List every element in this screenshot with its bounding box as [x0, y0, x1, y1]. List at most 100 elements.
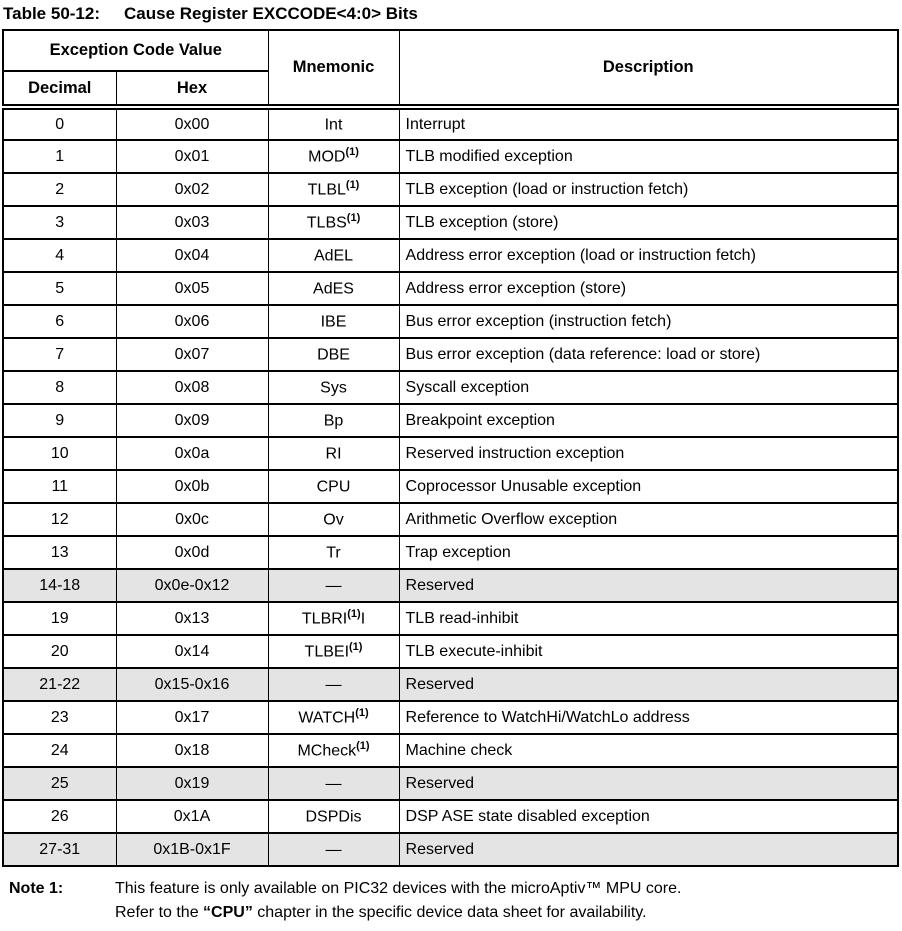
mnemonic-text: TLBEI [304, 643, 350, 661]
mnemonic-text: WATCH [298, 709, 356, 727]
cell-description: TLB read-inhibit [398, 601, 899, 636]
footnote-ref: (1) [346, 212, 361, 225]
mnemonic-text: — [325, 775, 342, 793]
cell-description: Breakpoint exception [398, 403, 899, 438]
cell-hex: 0x17 [115, 700, 269, 735]
table-row: 11 0x0b CPU Coprocessor Unusable excepti… [2, 469, 899, 504]
mnemonic-text: MOD [308, 148, 346, 166]
header-description: Description [398, 29, 899, 110]
cell-hex: 0x14 [115, 634, 269, 669]
cell-description: TLB exception (load or instruction fetch… [398, 172, 899, 207]
cell-description: Coprocessor Unusable exception [398, 469, 899, 504]
cell-hex: 0x08 [115, 370, 269, 405]
mnemonic-text: Bp [323, 412, 344, 430]
footnote-ref: (1) [349, 641, 363, 654]
cell-description: Reserved instruction exception [398, 436, 899, 471]
cell-hex: 0x18 [115, 733, 269, 768]
cell-description: TLB modified exception [398, 139, 899, 174]
cell-hex: 0x1A [115, 799, 269, 834]
cell-decimal: 0 [2, 106, 117, 141]
footnote-line2-bold: “CPU” [203, 904, 253, 921]
cell-hex: 0x0c [115, 502, 269, 537]
table-row: 5 0x05 AdES Address error exception (sto… [2, 271, 899, 306]
cell-mnemonic: Ov [267, 502, 400, 537]
table-row: 6 0x06 IBE Bus error exception (instruct… [2, 304, 899, 339]
cell-description: TLB exception (store) [398, 205, 899, 240]
cell-description: Interrupt [398, 106, 899, 141]
cell-decimal: 6 [2, 304, 117, 339]
table-row: 20 0x14 TLBEI(1) TLB execute-inhibit [2, 634, 899, 669]
mnemonic-text: AdES [313, 280, 354, 298]
cell-hex: 0x03 [115, 205, 269, 240]
footnote-label: Note 1: [9, 880, 64, 897]
cell-decimal: 26 [2, 799, 117, 834]
cell-mnemonic: RI [267, 436, 400, 471]
cell-hex: 0x01 [115, 139, 269, 174]
cell-decimal: 9 [2, 403, 117, 438]
mnemonic-text: TLBRI [301, 610, 348, 628]
cell-mnemonic: Int [267, 106, 400, 141]
mnemonic-text: AdEL [313, 247, 354, 265]
exccode-table: Exception Code Value Mnemonic Descriptio… [2, 29, 900, 867]
footnote-line1: This feature is only available on PIC32 … [115, 880, 682, 897]
mnemonic-text: RI [325, 445, 342, 463]
cell-hex: 0x02 [115, 172, 269, 207]
cell-hex: 0x0b [115, 469, 269, 504]
table-caption: Table 50-12: Cause Register EXCCODE<4:0> … [2, 3, 899, 29]
table-row: 10 0x0a RI Reserved instruction exceptio… [2, 436, 899, 471]
mnemonic-text: — [325, 577, 342, 595]
cell-decimal: 21-22 [2, 667, 117, 702]
cell-decimal: 11 [2, 469, 117, 504]
cell-mnemonic: TLBL(1) [267, 172, 400, 207]
cell-decimal: 24 [2, 733, 117, 768]
cell-decimal: 12 [2, 502, 117, 537]
mnemonic-text: MCheck [297, 742, 357, 760]
cell-mnemonic: AdEL [267, 238, 400, 273]
cell-decimal: 13 [2, 535, 117, 570]
cell-hex: 0x05 [115, 271, 269, 306]
cell-description: Reserved [398, 766, 899, 801]
header-mnemonic: Mnemonic [267, 29, 400, 110]
mnemonic-text: TLBL [307, 181, 346, 199]
cell-mnemonic: IBE [267, 304, 400, 339]
cell-description: Bus error exception (data reference: loa… [398, 337, 899, 372]
footnote-ref: (1) [356, 740, 370, 753]
cell-description: Syscall exception [398, 370, 899, 405]
cell-mnemonic: — [267, 667, 400, 702]
header-decimal: Decimal [2, 70, 117, 110]
table-row: 7 0x07 DBE Bus error exception (data ref… [2, 337, 899, 372]
cell-description: Machine check [398, 733, 899, 768]
cell-description: Reserved [398, 568, 899, 603]
cell-mnemonic: CPU [267, 469, 400, 504]
mnemonic-text: Tr [326, 544, 341, 562]
table-row: 9 0x09 Bp Breakpoint exception [2, 403, 899, 438]
cell-description: Reference to WatchHi/WatchLo address [398, 700, 899, 735]
table-row: 19 0x13 TLBRI(1)I TLB read-inhibit [2, 601, 899, 636]
table-row: 26 0x1A DSPDis DSP ASE state disabled ex… [2, 799, 899, 834]
cell-hex: 0x0e-0x12 [115, 568, 269, 603]
cell-description: Address error exception (load or instruc… [398, 238, 899, 273]
mnemonic-text: — [325, 841, 342, 859]
cell-hex: 0x15-0x16 [115, 667, 269, 702]
cell-hex: 0x0d [115, 535, 269, 570]
cell-decimal: 27-31 [2, 832, 117, 867]
cell-decimal: 23 [2, 700, 117, 735]
header-hex: Hex [115, 70, 269, 110]
cell-mnemonic: — [267, 832, 400, 867]
cell-description: Bus error exception (instruction fetch) [398, 304, 899, 339]
footnote: Note 1: This feature is only available o… [2, 867, 899, 925]
cell-description: DSP ASE state disabled exception [398, 799, 899, 834]
table-row: 25 0x19 — Reserved [2, 766, 899, 801]
mnemonic-text: Ov [323, 511, 344, 529]
cell-mnemonic: DBE [267, 337, 400, 372]
cell-decimal: 7 [2, 337, 117, 372]
cell-decimal: 2 [2, 172, 117, 207]
cell-hex: 0x13 [115, 601, 269, 636]
mnemonic-text: TLBS [306, 214, 347, 232]
cell-mnemonic: Sys [267, 370, 400, 405]
cell-mnemonic: Bp [267, 403, 400, 438]
cell-mnemonic: WATCH(1) [267, 700, 400, 735]
cell-decimal: 10 [2, 436, 117, 471]
cell-decimal: 19 [2, 601, 117, 636]
